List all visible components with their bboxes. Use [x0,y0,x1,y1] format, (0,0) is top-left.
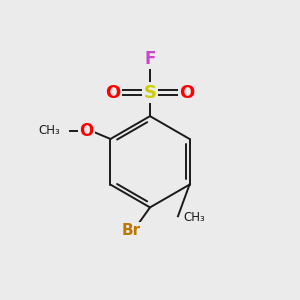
Text: F: F [144,50,156,68]
Text: O: O [80,122,94,140]
Text: CH₃: CH₃ [184,211,206,224]
Text: O: O [179,84,194,102]
Text: Br: Br [121,224,140,238]
Text: O: O [106,84,121,102]
Text: S: S [143,84,157,102]
Text: CH₃: CH₃ [38,124,60,137]
